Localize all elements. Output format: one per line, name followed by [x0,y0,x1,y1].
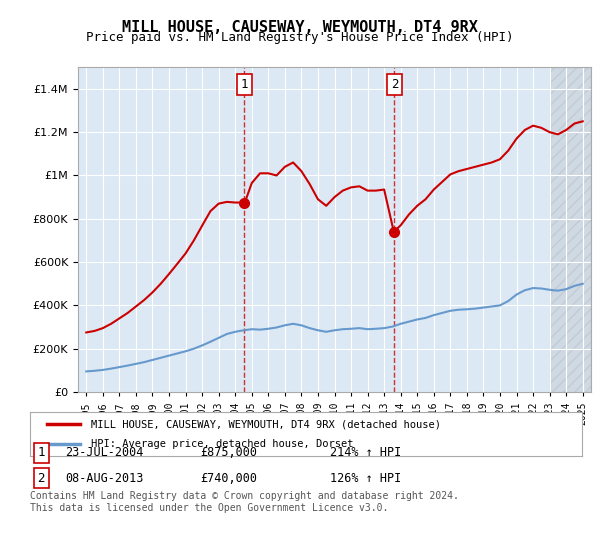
Text: £740,000: £740,000 [200,472,257,484]
Text: 126% ↑ HPI: 126% ↑ HPI [330,472,401,484]
Text: 23-JUL-2004: 23-JUL-2004 [65,446,143,460]
Text: 08-AUG-2013: 08-AUG-2013 [65,472,143,484]
Text: 1: 1 [37,446,45,460]
Text: 214% ↑ HPI: 214% ↑ HPI [330,446,401,460]
Text: MILL HOUSE, CAUSEWAY, WEYMOUTH, DT4 9RX (detached house): MILL HOUSE, CAUSEWAY, WEYMOUTH, DT4 9RX … [91,419,441,429]
Text: MILL HOUSE, CAUSEWAY, WEYMOUTH, DT4 9RX: MILL HOUSE, CAUSEWAY, WEYMOUTH, DT4 9RX [122,20,478,35]
Text: Price paid vs. HM Land Registry's House Price Index (HPI): Price paid vs. HM Land Registry's House … [86,31,514,44]
Text: HPI: Average price, detached house, Dorset: HPI: Average price, detached house, Dors… [91,439,353,449]
Text: 2: 2 [37,472,45,484]
Text: £875,000: £875,000 [200,446,257,460]
Text: 1: 1 [241,78,248,91]
Bar [550,67,591,392]
Text: 2: 2 [391,78,398,91]
Text: Contains HM Land Registry data © Crown copyright and database right 2024.
This d: Contains HM Land Registry data © Crown c… [30,491,459,513]
